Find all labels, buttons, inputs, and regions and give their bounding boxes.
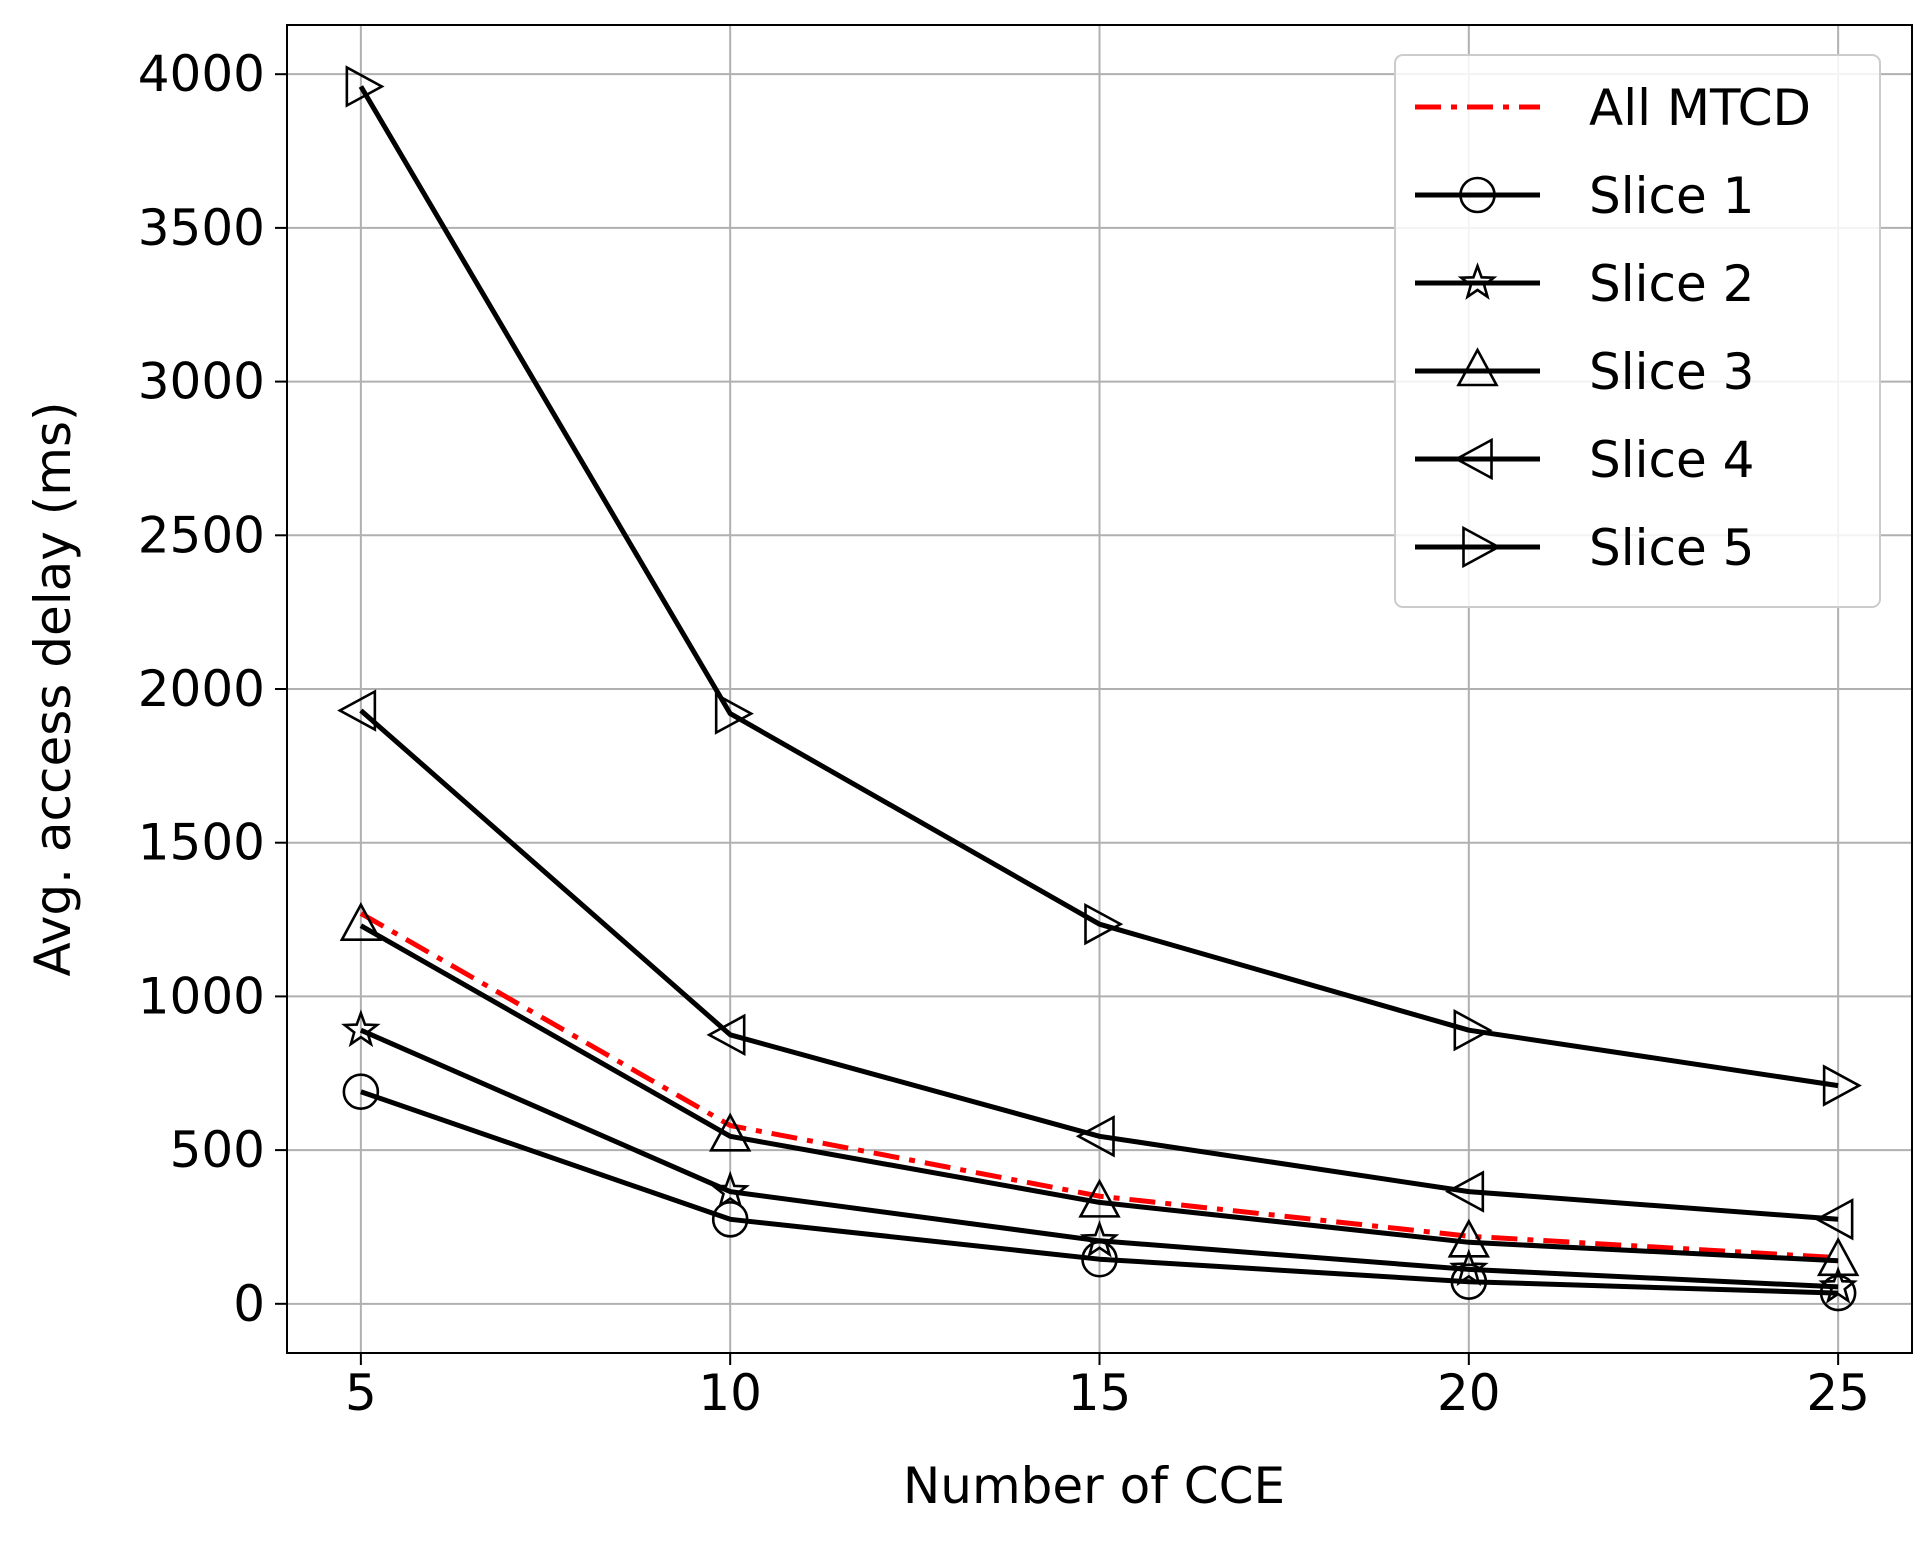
y-tick-label: 500 xyxy=(170,1121,265,1179)
y-tick-label: 1500 xyxy=(138,814,265,872)
y-tick-label: 2500 xyxy=(138,506,265,564)
legend: All MTCD Slice 1 Slice 2 Slice 3 Slice 4 Slic… xyxy=(1394,54,1881,608)
legend-label-slice-2: Slice 2 xyxy=(1589,255,1754,313)
legend-label-all-mtcd: All MTCD xyxy=(1589,79,1811,137)
series-line-slice-1 xyxy=(360,1089,1839,1296)
data-point-slice-5 xyxy=(714,692,754,735)
data-point-slice-3 xyxy=(1447,1218,1491,1258)
series-line-slice-4 xyxy=(359,708,1839,1222)
legend-marker-slice-5 xyxy=(1462,525,1502,569)
axis-ticks: 5 10 15 20 25 0 500 1000 1500 2000 2500 3000 3500 400… xyxy=(138,45,1870,1422)
data-point-slice-3 xyxy=(708,1112,752,1152)
data-point-slice-3 xyxy=(1078,1178,1121,1218)
series-line-slice-5 xyxy=(358,85,1839,1089)
x-tick-label: 25 xyxy=(1806,1364,1870,1422)
data-point-slice-4 xyxy=(706,1013,746,1057)
data-point-slice-2 xyxy=(1449,1248,1489,1287)
series-slice-5 xyxy=(345,65,1862,1107)
x-tick-label: 10 xyxy=(698,1364,762,1422)
data-point-slice-5 xyxy=(345,65,385,108)
legend-label-slice-1: Slice 1 xyxy=(1589,167,1754,225)
legend-marker-slice-2 xyxy=(1457,262,1498,300)
data-point-slice-4 xyxy=(1075,1115,1115,1158)
x-axis-label: Number of CCE xyxy=(903,1457,1285,1515)
data-point-slice-5 xyxy=(1084,902,1124,946)
series-line-slice-2 xyxy=(359,1027,1839,1290)
data-point-slice-5 xyxy=(1453,1009,1493,1052)
series-layer xyxy=(337,65,1862,1312)
data-point-slice-3 xyxy=(1816,1237,1860,1277)
y-tick-label: 2000 xyxy=(138,660,265,718)
series-line-all-mtcd xyxy=(359,911,1839,1261)
legend-label-slice-5: Slice 5 xyxy=(1589,519,1754,577)
data-point-slice-1 xyxy=(711,1200,749,1238)
legend-marker-slice-3 xyxy=(1456,347,1499,387)
series-slice-2 xyxy=(341,1009,1858,1304)
data-point-slice-3 xyxy=(339,901,383,942)
data-point-slice-1 xyxy=(1450,1263,1488,1300)
data-point-slice-5 xyxy=(1822,1064,1862,1107)
data-point-slice-2 xyxy=(1079,1219,1120,1258)
y-tick-label: 4000 xyxy=(138,45,265,103)
data-point-slice-2 xyxy=(341,1009,381,1048)
legend-label-slice-3: Slice 3 xyxy=(1589,343,1754,401)
x-tick-label: 5 xyxy=(345,1364,377,1422)
series-slice-1 xyxy=(342,1073,1857,1312)
legend-marker-slice-4 xyxy=(1453,437,1493,481)
y-axis-label: Avg. access delay (ms) xyxy=(24,401,82,976)
data-point-slice-4 xyxy=(337,689,377,732)
data-point-slice-4 xyxy=(1814,1198,1854,1241)
data-point-slice-1 xyxy=(342,1073,380,1111)
series-all-mtcd xyxy=(359,911,1839,1261)
x-tick-label: 15 xyxy=(1068,1364,1132,1422)
x-tick-label: 20 xyxy=(1437,1364,1501,1422)
series-line-slice-3 xyxy=(359,923,1839,1264)
y-tick-label: 3000 xyxy=(138,353,265,411)
y-tick-label: 0 xyxy=(233,1275,265,1333)
data-point-slice-4 xyxy=(1445,1170,1485,1213)
legend-marker-slice-1 xyxy=(1459,176,1496,214)
y-tick-label: 3500 xyxy=(138,199,265,257)
data-point-slice-2 xyxy=(1818,1266,1858,1304)
series-slice-4 xyxy=(337,689,1854,1241)
legend-label-slice-4: Slice 4 xyxy=(1589,431,1754,489)
data-point-slice-2 xyxy=(710,1170,750,1209)
series-slice-3 xyxy=(339,901,1860,1277)
y-tick-label: 1000 xyxy=(138,967,265,1025)
